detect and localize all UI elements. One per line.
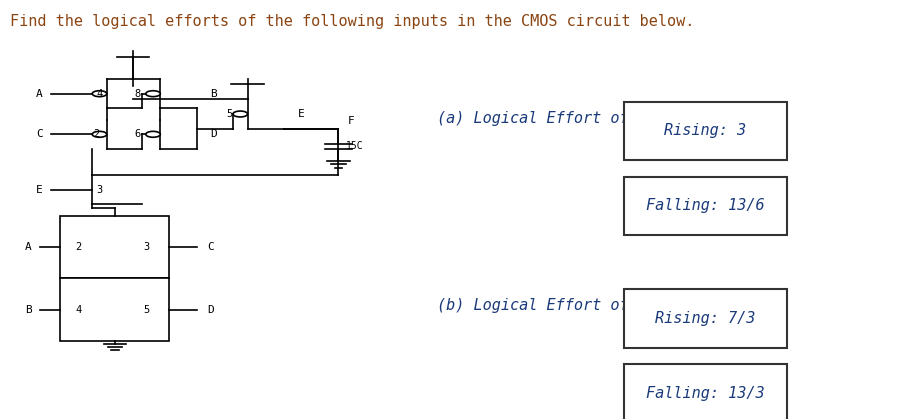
Text: Rising: 3: Rising: 3 bbox=[664, 123, 746, 138]
Bar bbox=[60, 215, 169, 278]
Text: D: D bbox=[208, 304, 214, 315]
Text: F: F bbox=[347, 116, 354, 126]
Text: C: C bbox=[208, 242, 214, 252]
Text: 3: 3 bbox=[97, 185, 103, 195]
Circle shape bbox=[92, 91, 107, 97]
Text: 15C: 15C bbox=[346, 142, 363, 152]
Text: E: E bbox=[298, 109, 304, 119]
Text: A: A bbox=[36, 89, 43, 99]
Text: 5: 5 bbox=[226, 109, 232, 119]
Circle shape bbox=[92, 131, 107, 137]
Text: 3: 3 bbox=[144, 242, 149, 252]
Text: 8: 8 bbox=[135, 89, 140, 99]
Bar bbox=[623, 102, 787, 160]
Text: B: B bbox=[210, 89, 217, 99]
Text: 4: 4 bbox=[97, 89, 103, 99]
Text: D: D bbox=[210, 129, 217, 139]
Bar bbox=[60, 278, 169, 341]
Text: C: C bbox=[36, 129, 43, 139]
Text: E: E bbox=[36, 185, 43, 195]
Circle shape bbox=[146, 131, 160, 137]
Circle shape bbox=[146, 91, 160, 97]
Text: Falling: 13/6: Falling: 13/6 bbox=[646, 198, 764, 213]
Text: A: A bbox=[26, 242, 32, 252]
Text: B: B bbox=[26, 304, 32, 315]
Text: Falling: 13/3: Falling: 13/3 bbox=[646, 386, 764, 401]
Text: Rising: 7/3: Rising: 7/3 bbox=[655, 311, 755, 326]
Text: Find the logical efforts of the following inputs in the CMOS circuit below.: Find the logical efforts of the followin… bbox=[10, 14, 695, 29]
Text: 4: 4 bbox=[76, 304, 82, 315]
Text: 5: 5 bbox=[144, 304, 149, 315]
Bar bbox=[623, 365, 787, 420]
Bar bbox=[623, 289, 787, 348]
Circle shape bbox=[233, 111, 248, 117]
Text: 2: 2 bbox=[76, 242, 82, 252]
Text: (a) Logical Effort of Input A:: (a) Logical Effort of Input A: bbox=[437, 111, 711, 126]
Text: (b) Logical Effort of Input B:: (b) Logical Effort of Input B: bbox=[437, 299, 711, 313]
Bar bbox=[623, 177, 787, 235]
Text: 6: 6 bbox=[135, 129, 140, 139]
Text: 2: 2 bbox=[94, 129, 100, 139]
